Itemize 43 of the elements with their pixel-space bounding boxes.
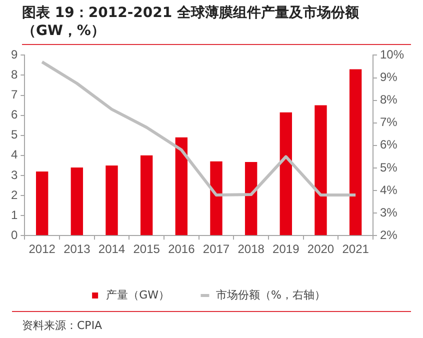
y2-tick-label: 4% xyxy=(380,182,398,197)
y-tick-label: 7 xyxy=(10,88,18,102)
x-tick-label: 2021 xyxy=(342,242,370,256)
bar xyxy=(140,155,153,236)
y-tick-label: 6 xyxy=(10,108,18,122)
bar xyxy=(175,137,188,236)
x-tick-label: 2014 xyxy=(98,242,126,256)
chart-title: 图表 19：2012-2021 全球薄膜组件产量及市场份额（GW，%） xyxy=(22,4,411,45)
x-tick-label: 2012 xyxy=(28,242,56,256)
y-tick-label: 8 xyxy=(10,68,18,82)
bar xyxy=(244,162,258,236)
x-tick-label: 2017 xyxy=(202,242,230,256)
bar xyxy=(36,171,48,236)
bar xyxy=(349,69,362,236)
bar xyxy=(280,112,292,236)
x-tick-label: 2019 xyxy=(272,242,300,256)
y-tick-label: 2 xyxy=(10,188,18,202)
y2-tick-label: 8% xyxy=(380,92,398,107)
text: 资料来源：CPIA xyxy=(12,311,411,333)
x-tick-label: 2020 xyxy=(307,242,334,256)
legend-label: 市场份额（%，右轴） xyxy=(216,288,326,302)
y-tick-label: 4 xyxy=(10,148,18,162)
x-tick-label: 2018 xyxy=(238,242,265,256)
y-tick-label: 3 xyxy=(10,168,18,182)
y2-tick-label: 9% xyxy=(380,70,398,84)
y-tick-label: 5 xyxy=(10,128,18,142)
y-tick-label: 1 xyxy=(10,208,18,222)
legend-label: 产量（GW） xyxy=(106,288,170,302)
y2-tick-label: 7% xyxy=(380,115,398,130)
y2-tick-label: 2% xyxy=(380,228,398,242)
x-tick-label: 2013 xyxy=(64,242,91,256)
y2-tick-label: 10% xyxy=(380,48,404,62)
x-tick-label: 2016 xyxy=(168,242,196,256)
y2-tick-label: 5% xyxy=(380,160,398,174)
y-tick-label: 0 xyxy=(10,228,18,242)
bar xyxy=(210,161,222,236)
bar xyxy=(106,165,118,236)
y2-tick-label: 3% xyxy=(380,205,398,220)
x-tick-label: 2015 xyxy=(133,242,160,256)
bar xyxy=(70,167,84,236)
bar xyxy=(314,105,327,236)
y2-tick-label: 6% xyxy=(380,138,398,152)
y-tick-label: 9 xyxy=(10,48,18,62)
